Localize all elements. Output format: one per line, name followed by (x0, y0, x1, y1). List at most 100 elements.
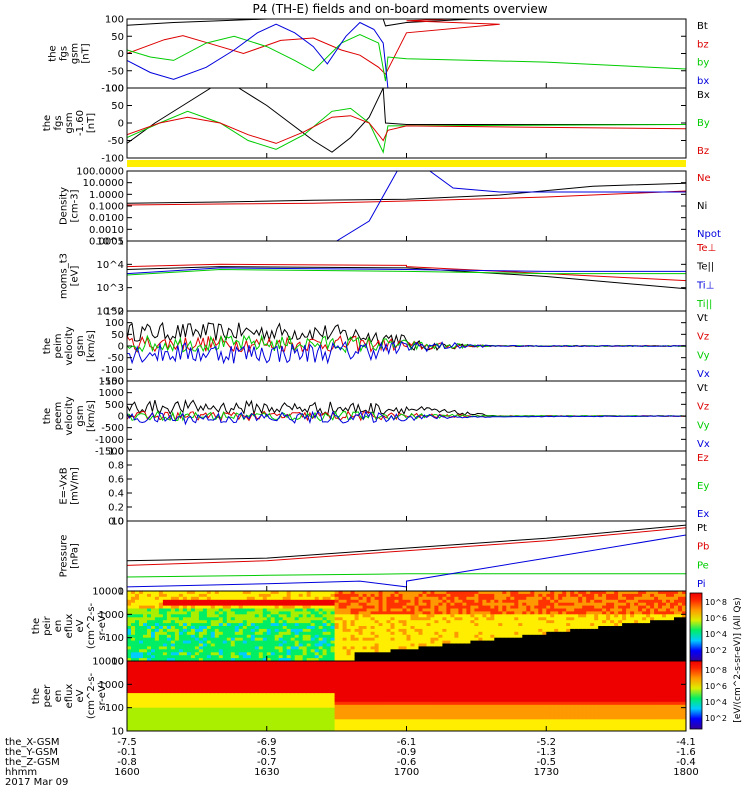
heatmap-cell (194, 658, 200, 661)
heatmap-cell (226, 658, 232, 661)
heatmap-cell (418, 637, 424, 642)
heatmap-cell (654, 602, 659, 607)
heatmap-cell (326, 707, 332, 712)
heatmap-cell (170, 631, 176, 636)
heatmap-cell (522, 658, 527, 661)
heatmap-cell (178, 655, 184, 659)
heatmap-cell (218, 602, 224, 607)
heatmap-cell (270, 663, 276, 668)
heatmap-cell (342, 617, 348, 621)
heatmap-cell (190, 698, 196, 703)
heatmap-cell (294, 614, 300, 618)
heatmap-cell (174, 652, 180, 656)
heatmap-cell (598, 605, 603, 610)
heatmap-cell (318, 614, 324, 618)
heatmap-cell (398, 640, 404, 645)
heatmap-cell (230, 608, 236, 612)
heatmap-cell (266, 599, 272, 604)
heatmap-cell (330, 716, 336, 720)
heatmap-cell (566, 623, 571, 627)
heatmap-cell (498, 596, 503, 601)
heatmap-cell (162, 631, 168, 636)
heatmap-cell (678, 640, 683, 645)
heatmap-cell (566, 605, 571, 610)
heatmap-cell (562, 614, 567, 618)
heatmap-cell (334, 643, 340, 647)
heatmap-cell (214, 704, 220, 709)
heatmap-cell (254, 623, 260, 627)
heatmap-cell (678, 608, 683, 612)
heatmap-cell (330, 626, 336, 630)
series-Te-line (127, 266, 686, 290)
heatmap-cell (318, 608, 324, 612)
heatmap-cell (286, 626, 292, 630)
heatmap-cell (330, 722, 336, 726)
heatmap-cell (234, 663, 240, 668)
heatmap-cell (139, 669, 144, 674)
heatmap-cell (666, 634, 671, 639)
heatmap-cell (131, 593, 136, 598)
heatmap-cell (131, 704, 136, 709)
heatmap-cell (314, 626, 320, 630)
heatmap-cell (414, 634, 420, 639)
heatmap-cell (410, 593, 416, 598)
heatmap-cell (446, 620, 451, 624)
heatmap-cell (154, 713, 160, 717)
heatmap-cell (242, 602, 248, 607)
heatmap-cell (330, 672, 336, 677)
heatmap-cell (127, 591, 132, 595)
heatmap-cell (326, 593, 332, 598)
heatmap-cell (158, 725, 164, 729)
heatmap-cell (490, 640, 495, 645)
heatmap-cell (139, 675, 144, 680)
heatmap-cell (282, 672, 288, 677)
heatmap-cell (682, 596, 686, 601)
heatmap-cell (250, 693, 256, 697)
heatmap-cell (374, 611, 380, 615)
heatmap-cell (462, 596, 467, 601)
heatmap-cell (366, 713, 372, 717)
heatmap-cell (370, 684, 376, 688)
heatmap-cell (151, 602, 156, 607)
heatmap-cell (250, 687, 256, 691)
heatmap-cell (246, 620, 252, 624)
heatmap-cell (302, 628, 308, 633)
heatmap-cell (462, 649, 467, 653)
heatmap-cell (326, 652, 332, 656)
heatmap-cell (154, 628, 160, 633)
heatmap-cell (342, 701, 348, 706)
heatmap-cell (174, 620, 180, 624)
heatmap-cell (306, 608, 312, 612)
heatmap-cell (151, 728, 156, 731)
heatmap-cell (166, 678, 172, 682)
heatmap-cell (190, 684, 196, 688)
heatmap-cell (310, 623, 316, 627)
heatmap-cell (674, 634, 679, 639)
heatmap-cell (362, 666, 368, 671)
heatmap-cell (342, 631, 348, 636)
heatmap-cell (526, 643, 531, 647)
heatmap-cell (606, 602, 611, 607)
ylabel-line: E=-VxB (59, 467, 70, 504)
heatmap-cell (550, 628, 555, 633)
heatmap-cell (127, 725, 132, 729)
heatmap-cell (190, 617, 196, 621)
heatmap-cell (422, 649, 428, 653)
heatmap-cell (302, 701, 308, 706)
heatmap-cell (602, 602, 607, 607)
heatmap-cell (190, 605, 196, 610)
heatmap-cell (242, 687, 248, 691)
heatmap-cell (127, 596, 132, 601)
heatmap-cell (210, 661, 216, 665)
heatmap-cell (166, 605, 172, 610)
heatmap-cell (190, 722, 196, 726)
heatmap-cell (198, 614, 204, 618)
heatmap-cell (162, 634, 168, 639)
heatmap-cell (358, 608, 364, 612)
heatmap-cell (610, 602, 615, 607)
heatmap-cell (190, 649, 196, 653)
heatmap-cell (654, 649, 659, 653)
heatmap-cell (530, 605, 535, 610)
mode-bar (127, 160, 686, 167)
heatmap-cell (218, 696, 224, 700)
